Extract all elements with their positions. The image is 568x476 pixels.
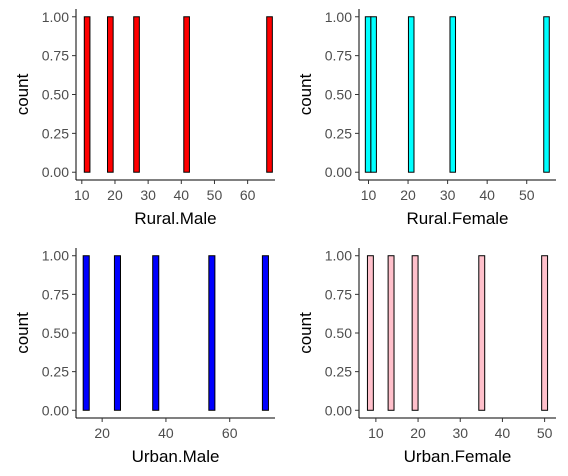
rural-male-bar — [183, 16, 190, 173]
rural-female-y-tick-label: 0.00 — [325, 164, 352, 180]
urban-male-bar — [113, 255, 121, 411]
urban-female-bar — [541, 255, 549, 411]
rural-female-panel: 0.00 0.25 0.50 0.75 1.00 10 20 30 40 50 Rural.Fema… — [296, 9, 556, 228]
urban-male-bar — [208, 255, 216, 411]
rural-male-x-axis-title: Rural.Male — [134, 209, 216, 228]
rural-female-x-tick-label: 20 — [400, 187, 416, 203]
rural-female-bar — [407, 16, 415, 173]
urban-female-x-tick-label: 20 — [410, 425, 426, 441]
rural-male-x-tick-label: 30 — [140, 187, 156, 203]
urban-female-x-tick-label: 50 — [537, 425, 553, 441]
rural-female-bar — [364, 16, 372, 173]
rural-female-y-tick-label: 0.50 — [325, 87, 352, 103]
urban-female-bar — [366, 255, 374, 411]
rural-male-x-tick-label: 40 — [174, 187, 190, 203]
urban-female-x-axis-title: Urban.Female — [404, 447, 512, 466]
rural-female-x-axis-title: Rural.Female — [406, 209, 508, 228]
rural-female-bar — [449, 16, 457, 173]
urban-female-x-tick-label: 40 — [495, 425, 511, 441]
rural-female-x-tick-label: 40 — [479, 187, 495, 203]
rural-male-x-tick-label: 20 — [107, 187, 123, 203]
urban-female-y-tick-label: 0.00 — [325, 402, 352, 418]
rural-female-bar — [370, 16, 377, 173]
urban-male-bar — [82, 255, 90, 411]
urban-male-x-tick-label: 60 — [222, 425, 238, 441]
urban-male-y-tick-label: 0.25 — [42, 364, 69, 380]
urban-male-bar — [261, 255, 269, 411]
rural-female-x-tick-label: 30 — [440, 187, 456, 203]
rural-female-bar — [543, 16, 550, 173]
urban-female-bar — [411, 255, 419, 411]
rural-male-x-tick-label: 60 — [240, 187, 256, 203]
rural-female-x-tick-label: 10 — [361, 187, 377, 203]
rural-male-x-tick-label: 10 — [74, 187, 90, 203]
rural-female-y-axis-title: count — [296, 73, 315, 115]
urban-female-panel: 0.00 0.25 0.50 0.75 1.00 10 20 30 40 50 Urban.Fema… — [296, 248, 556, 466]
urban-male-y-tick-label: 0.75 — [42, 286, 69, 302]
urban-male-y-axis-title: count — [13, 312, 32, 354]
rural-female-y-tick-label: 0.25 — [325, 125, 352, 141]
urban-female-x-tick-label: 30 — [452, 425, 468, 441]
urban-male-x-tick-label: 40 — [158, 425, 174, 441]
rural-female-x-tick-label: 50 — [519, 187, 535, 203]
urban-male-x-axis-title: Urban.Male — [132, 447, 220, 466]
rural-female-y-tick-label: 1.00 — [325, 9, 352, 25]
urban-female-y-tick-label: 0.75 — [325, 286, 352, 302]
rural-male-panel: 0.00 0.25 0.50 0.75 1.00 10 20 30 40 50 60 Rural.Ma… — [13, 9, 275, 228]
rural-male-bar — [83, 16, 91, 173]
urban-female-bar — [387, 255, 395, 411]
rural-male-bar — [107, 16, 114, 173]
urban-male-y-tick-label: 0.00 — [42, 402, 69, 418]
rural-male-y-tick-label: 0.50 — [42, 87, 69, 103]
rural-male-bar — [133, 16, 140, 173]
urban-female-x-tick-label: 10 — [368, 425, 384, 441]
rural-male-x-tick-label: 50 — [207, 187, 223, 203]
rural-male-y-tick-label: 0.00 — [42, 164, 69, 180]
urban-male-x-tick-label: 20 — [94, 425, 110, 441]
rural-male-y-tick-label: 0.25 — [42, 125, 69, 141]
urban-female-y-axis-title: count — [296, 312, 315, 354]
urban-male-y-tick-label: 1.00 — [42, 248, 69, 264]
rural-female-y-tick-label: 0.75 — [325, 48, 352, 64]
urban-female-y-tick-label: 0.25 — [325, 364, 352, 380]
rural-male-bar — [266, 16, 273, 173]
urban-female-y-tick-label: 0.50 — [325, 325, 352, 341]
rural-male-y-tick-label: 0.75 — [42, 48, 69, 64]
rural-male-y-tick-label: 1.00 — [42, 9, 69, 25]
urban-female-bar — [478, 255, 486, 411]
urban-male-bar — [152, 255, 160, 411]
urban-male-y-tick-label: 0.50 — [42, 325, 69, 341]
rural-male-y-axis-title: count — [13, 73, 32, 115]
urban-female-y-tick-label: 1.00 — [325, 248, 352, 264]
